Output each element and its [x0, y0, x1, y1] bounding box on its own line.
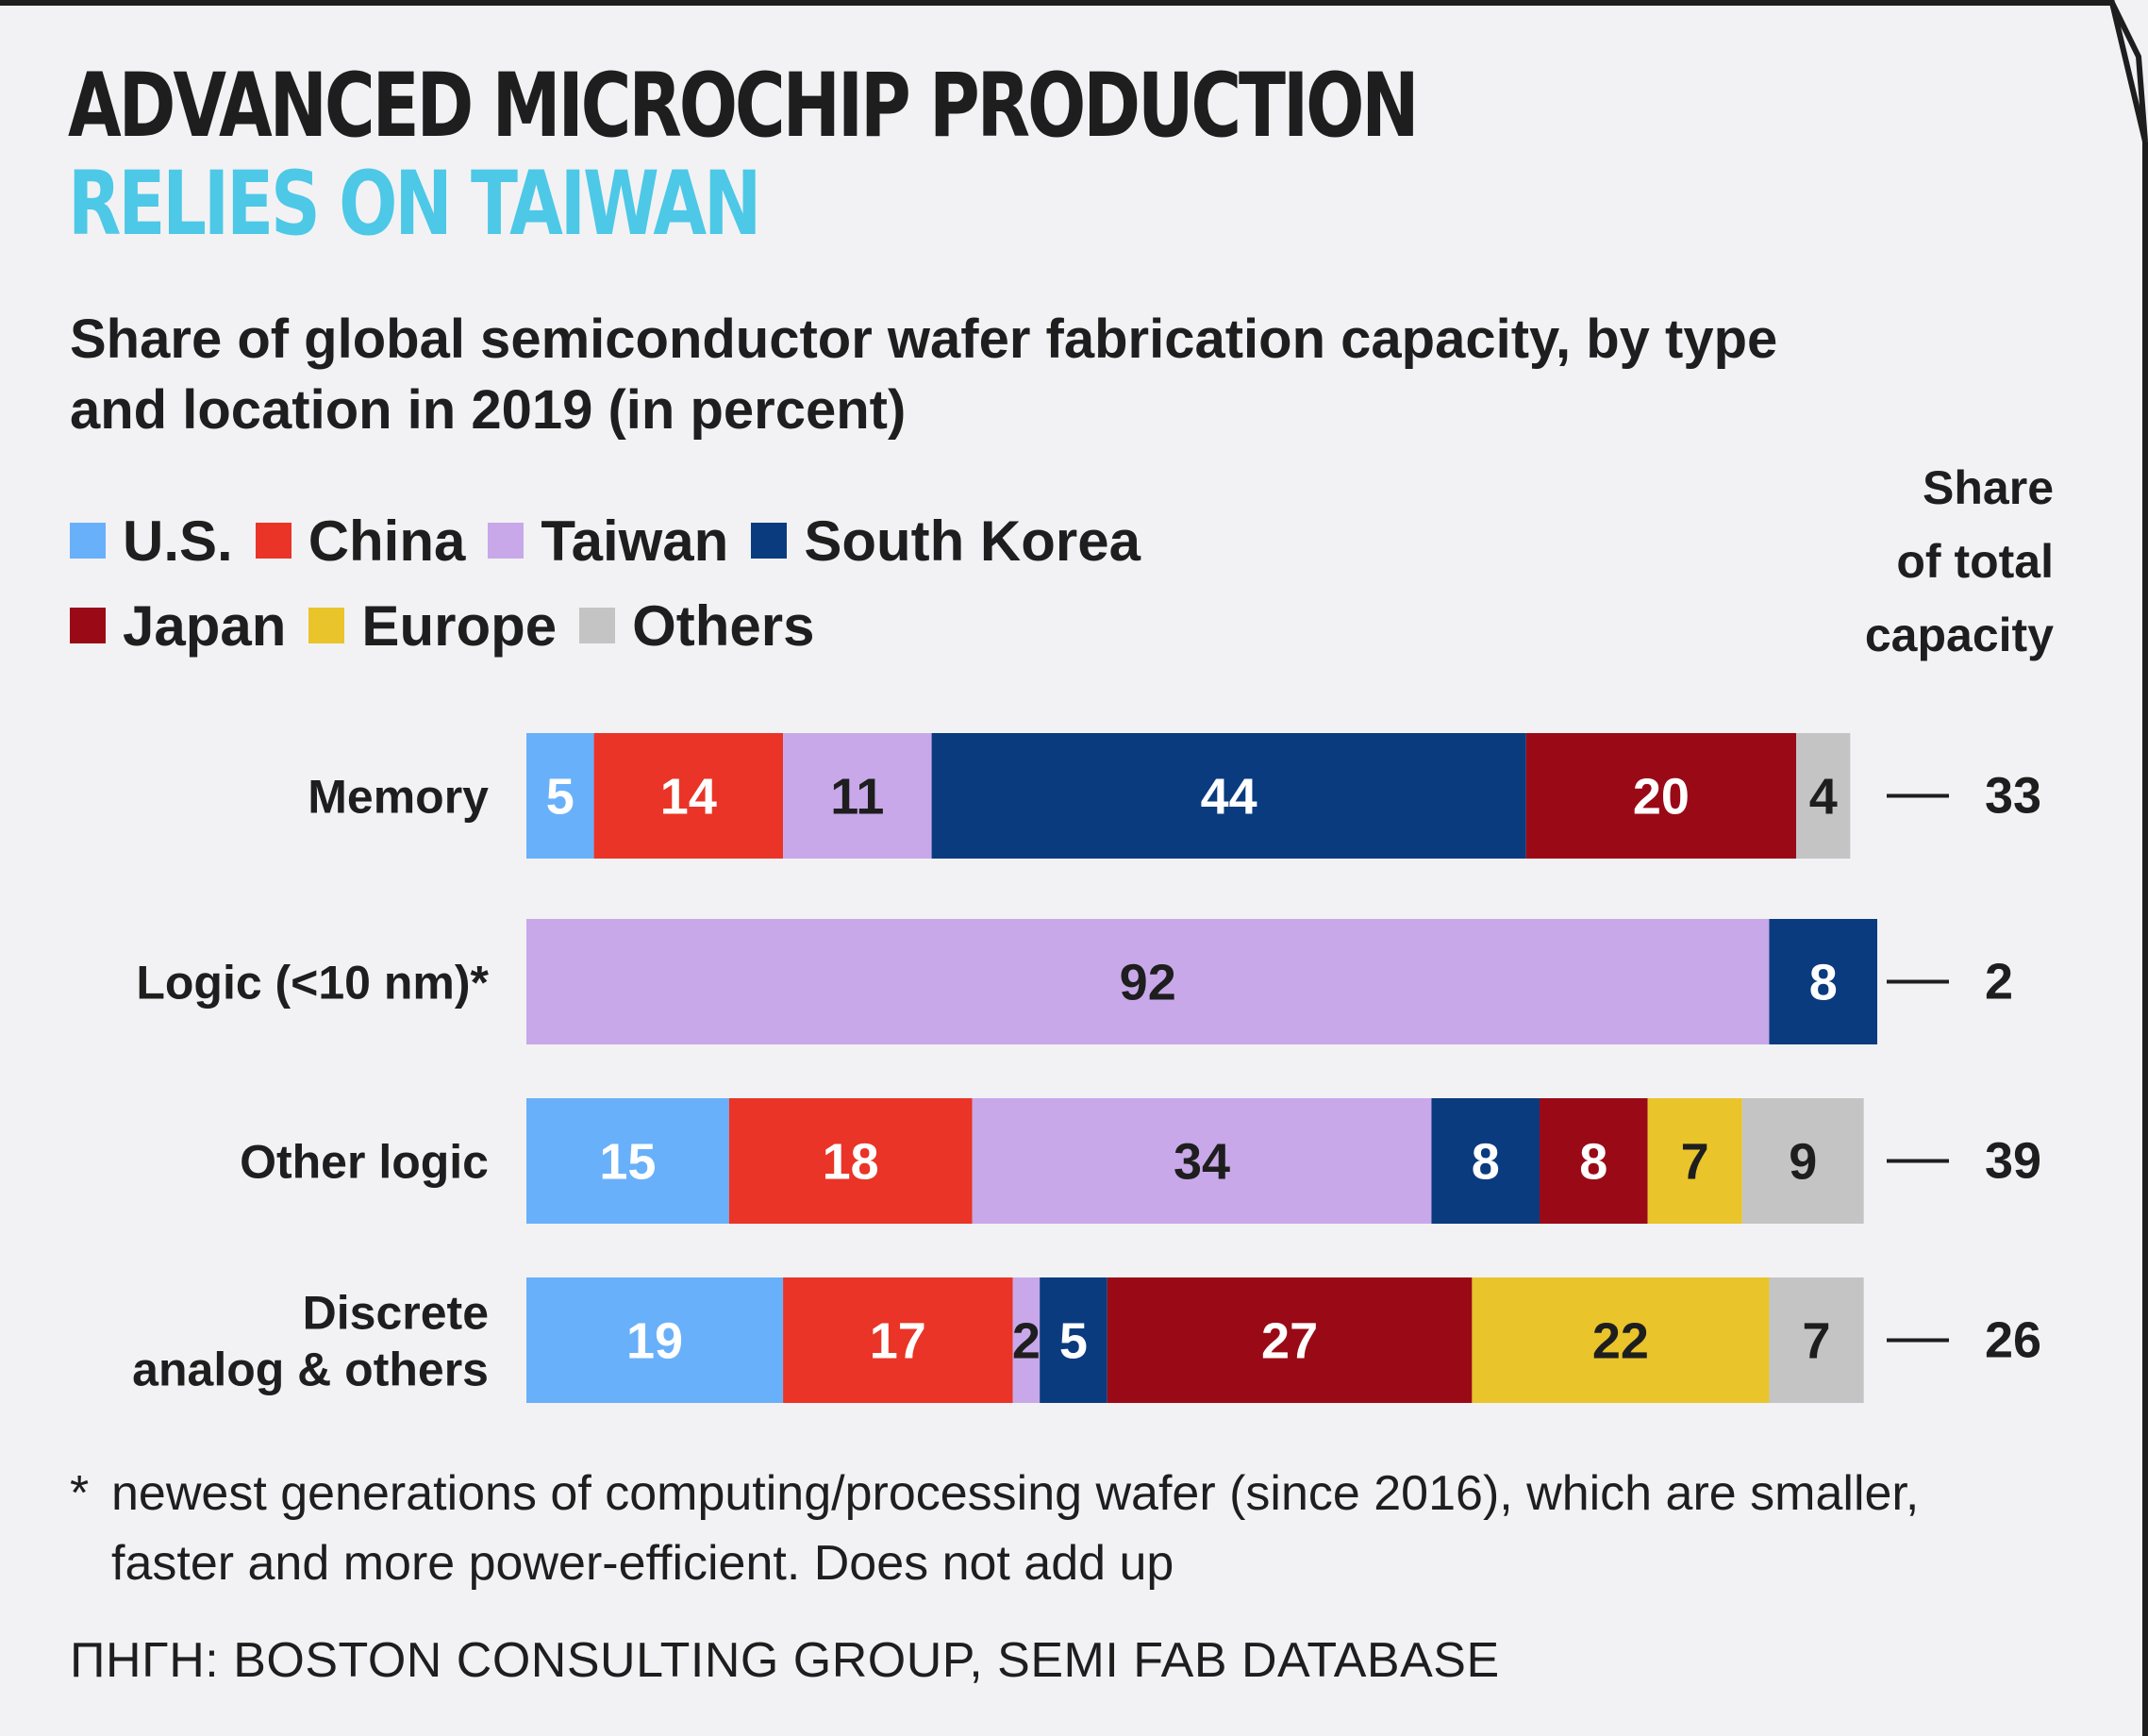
chart-subtitle: Share of global semiconductor wafer fabr…	[70, 309, 1778, 441]
legend-label-us: U.S.	[123, 509, 233, 573]
title-line-1: ADVANCED MICROCHIP PRODUCTION	[68, 55, 1420, 158]
data-label-other-logic-u-s: 15	[599, 1134, 656, 1191]
legend-item-south-korea: South Korea	[751, 509, 1141, 574]
data-label-memory-taiwan: 11	[830, 769, 884, 826]
legend-swatch-south-korea	[751, 523, 788, 559]
bar-segment-other-logic-u-s	[526, 1098, 729, 1224]
category-label-logic-10-nm: Logic (<10 nm)*	[136, 957, 489, 1010]
bar-segment-discrete-analog-others-others	[1769, 1277, 1864, 1403]
frame-top-border	[0, 0, 2047, 6]
data-label-other-logic-taiwan: 34	[1174, 1134, 1230, 1191]
data-label-other-logic-japan: 8	[1579, 1134, 1607, 1191]
legend-swatch-taiwan	[488, 523, 525, 559]
legend-swatch-china	[255, 523, 291, 559]
legend-swatch-us	[70, 523, 106, 559]
data-label-discrete-analog-others-others: 7	[1803, 1313, 1831, 1370]
bar-segment-discrete-analog-others-u-s	[526, 1277, 784, 1403]
category-label-memory: Memory	[308, 771, 489, 824]
bar-segment-other-logic-others	[1741, 1098, 1864, 1224]
footnote-marker: *	[70, 1466, 90, 1521]
bar-segment-memory-others	[1796, 733, 1851, 859]
bar-segment-discrete-analog-others-europe	[1472, 1277, 1770, 1403]
footnote-text: newest generations of computing/processi…	[111, 1466, 1920, 1591]
legend-label-china: China	[308, 509, 466, 573]
frame-right-border	[2142, 142, 2148, 1736]
legend-item-us: U.S.	[70, 509, 233, 574]
legend-swatch-japan	[70, 608, 106, 643]
data-label-discrete-analog-others-u-s: 19	[626, 1313, 683, 1370]
data-label-other-logic-china: 18	[823, 1134, 879, 1191]
bar-segment-discrete-analog-others-taiwan	[1012, 1277, 1041, 1403]
share-header-line-1: Share	[1923, 461, 2054, 514]
share-of-total-header: Share of total capacity	[1771, 451, 2054, 672]
data-label-logic-10-nm-south-korea: 8	[1809, 955, 1838, 1011]
bar-segment-memory-south-korea	[931, 733, 1526, 859]
category-label-discrete-analog-others: Discrete	[303, 1287, 489, 1340]
data-label-discrete-analog-others-japan: 27	[1261, 1313, 1318, 1370]
share-value-logic-10-nm: 2	[1985, 954, 2013, 1010]
bar-segment-discrete-analog-others-south-korea	[1040, 1277, 1107, 1403]
legend-label-japan: Japan	[123, 593, 287, 658]
data-label-other-logic-europe: 7	[1681, 1134, 1709, 1191]
bar-segment-discrete-analog-others-japan	[1107, 1277, 1473, 1403]
footnote: * newest generations of computing/proces…	[70, 1459, 2004, 1598]
data-label-memory-others: 4	[1809, 769, 1838, 826]
data-label-other-logic-south-korea: 8	[1472, 1134, 1500, 1191]
share-value-other-logic: 39	[1985, 1133, 2041, 1190]
bar-segment-logic-10-nm-taiwan	[526, 919, 1770, 1044]
legend-row-1: U.S. China Taiwan South Korea	[70, 498, 1296, 583]
legend-item-taiwan: Taiwan	[488, 509, 728, 574]
share-value-memory: 33	[1985, 768, 2041, 825]
title-line-2: RELIES ON TAIWAN	[68, 153, 761, 256]
data-label-memory-china: 14	[660, 769, 717, 826]
data-label-other-logic-others: 9	[1789, 1134, 1817, 1191]
bar-segment-memory-japan	[1525, 733, 1797, 859]
legend-swatch-europe	[308, 608, 345, 643]
bar-segment-other-logic-taiwan	[972, 1098, 1432, 1224]
legend-item-japan: Japan	[70, 593, 286, 659]
legend-row-2: Japan Europe Others	[70, 583, 1296, 668]
legend: U.S. China Taiwan South Korea Japan Euro…	[70, 498, 1296, 668]
data-label-memory-japan: 20	[1633, 769, 1690, 826]
share-value-discrete-analog-others: 26	[1985, 1312, 2041, 1369]
data-label-discrete-analog-others-europe: 22	[1592, 1313, 1649, 1370]
bar-segment-memory-u-s	[526, 733, 594, 859]
legend-label-europe: Europe	[361, 593, 558, 658]
legend-item-china: China	[255, 509, 466, 574]
folded-corner-icon	[2044, 0, 2148, 142]
legend-label-south-korea: South Korea	[804, 509, 1141, 573]
bar-segment-other-logic-china	[728, 1098, 973, 1224]
bar-segment-other-logic-europe	[1647, 1098, 1742, 1224]
data-label-memory-south-korea: 44	[1201, 769, 1257, 826]
source-credit: ΠΗΓΗ: BOSTON CONSULTING GROUP, SEMI FAB …	[70, 1633, 1500, 1688]
data-label-logic-10-nm-taiwan: 92	[1120, 955, 1176, 1011]
data-label-discrete-analog-others-south-korea: 5	[1059, 1313, 1088, 1370]
bar-segment-discrete-analog-others-china	[783, 1277, 1013, 1403]
category-label-other-logic: Other logic	[240, 1136, 489, 1189]
bar-segment-logic-10-nm-south-korea	[1769, 919, 1877, 1044]
legend-item-others: Others	[579, 593, 815, 659]
share-header-line-3: capacity	[1864, 609, 2054, 661]
legend-item-europe: Europe	[308, 593, 557, 659]
bar-segment-other-logic-south-korea	[1431, 1098, 1540, 1224]
bar-segment-other-logic-japan	[1540, 1098, 1648, 1224]
data-label-memory-u-s: 5	[546, 769, 574, 826]
data-label-discrete-analog-others-china: 17	[870, 1313, 926, 1370]
legend-label-others: Others	[632, 593, 815, 658]
legend-swatch-others	[579, 608, 616, 643]
data-label-discrete-analog-others-taiwan: 2	[1012, 1313, 1041, 1370]
bar-segment-memory-taiwan	[783, 733, 932, 859]
legend-label-taiwan: Taiwan	[541, 509, 729, 573]
share-header-line-2: of total	[1896, 535, 2054, 588]
category-label-discrete-analog-others: analog & others	[132, 1344, 489, 1396]
bar-segment-memory-china	[593, 733, 784, 859]
